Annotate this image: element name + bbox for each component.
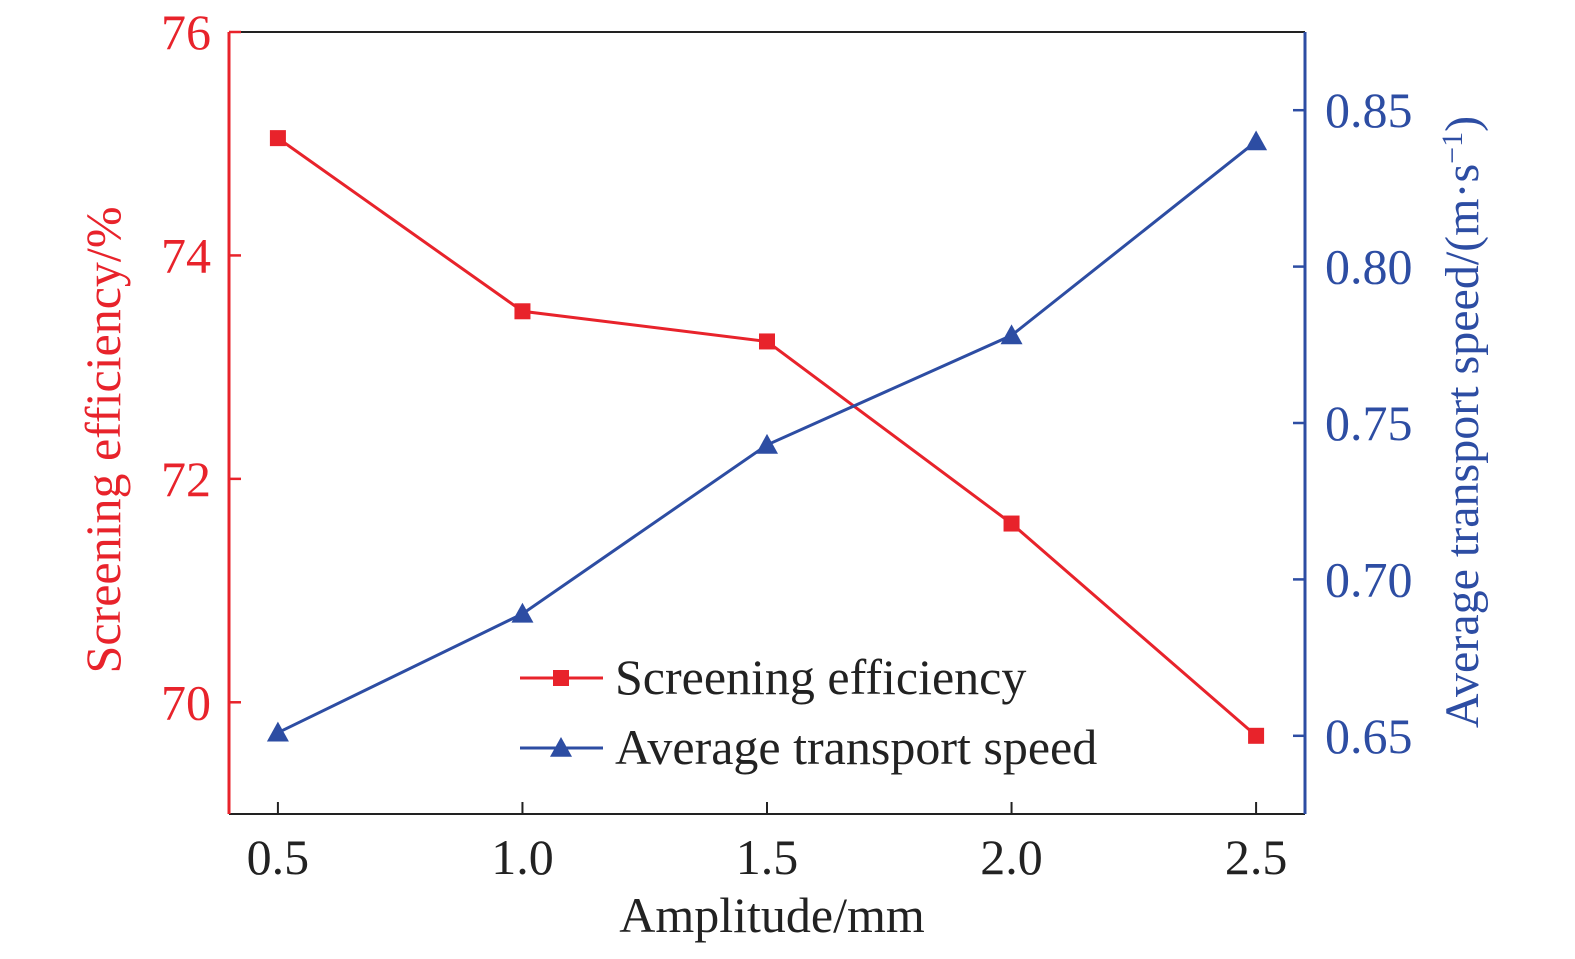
right-y-tick-label: 0.75: [1325, 395, 1413, 451]
right-y-tick-label: 0.65: [1325, 708, 1413, 764]
data-point-screening-efficiency: [759, 333, 775, 350]
right-y-axis-title: Average transport speed/(m·s−1): [1436, 116, 1490, 728]
x-tick-label: 2.0: [980, 829, 1043, 885]
right-y-tick-label: 0.80: [1325, 239, 1413, 295]
right-y-axis-title-superscript: −1: [1436, 132, 1469, 164]
left-y-tick-label: 72: [161, 451, 211, 507]
data-point-screening-efficiency: [269, 130, 286, 147]
data-point-average-transport-speed: [1245, 130, 1268, 151]
left-y-tick-label: 76: [161, 4, 211, 60]
legend-label: Screening efficiency: [615, 649, 1026, 705]
legend: Screening efficiency Average transport sp…: [520, 649, 1097, 775]
left-y-axis-title: Screening efficiency/%: [75, 207, 131, 674]
data-point-average-transport-speed: [511, 602, 534, 623]
right-y-axis-title-main: Average transport speed/(m·s: [1436, 164, 1489, 728]
right-y-axis-title-end: ): [1436, 116, 1489, 132]
x-tick-label: 2.5: [1225, 829, 1288, 885]
x-axis-title: Amplitude/mm: [619, 887, 925, 943]
data-point-screening-efficiency: [1248, 727, 1265, 744]
plot-series: [266, 130, 1268, 744]
legend-marker-triangle: [550, 737, 572, 757]
x-tick-label: 1.5: [736, 829, 799, 885]
x-tick-label: 1.0: [491, 829, 554, 885]
legend-label: Average transport speed: [615, 719, 1097, 775]
right-y-tick-label: 0.70: [1325, 551, 1413, 607]
data-point-average-transport-speed: [1000, 324, 1023, 345]
left-y-tick-label: 70: [161, 674, 211, 730]
data-point-screening-efficiency: [514, 303, 531, 320]
left-y-tick-label: 74: [161, 227, 211, 283]
axes: 0.5 1.0 1.5 2.0 2.5 70 72 74 76 0.65 0.70 0.75 0.80 0…: [75, 4, 1489, 943]
data-point-average-transport-speed: [266, 721, 289, 742]
legend-marker-square: [553, 670, 569, 686]
data-point-screening-efficiency: [1003, 515, 1020, 532]
right-y-tick-label: 0.85: [1325, 82, 1413, 138]
x-tick-label: 0.5: [247, 829, 310, 885]
data-point-average-transport-speed: [756, 433, 778, 454]
